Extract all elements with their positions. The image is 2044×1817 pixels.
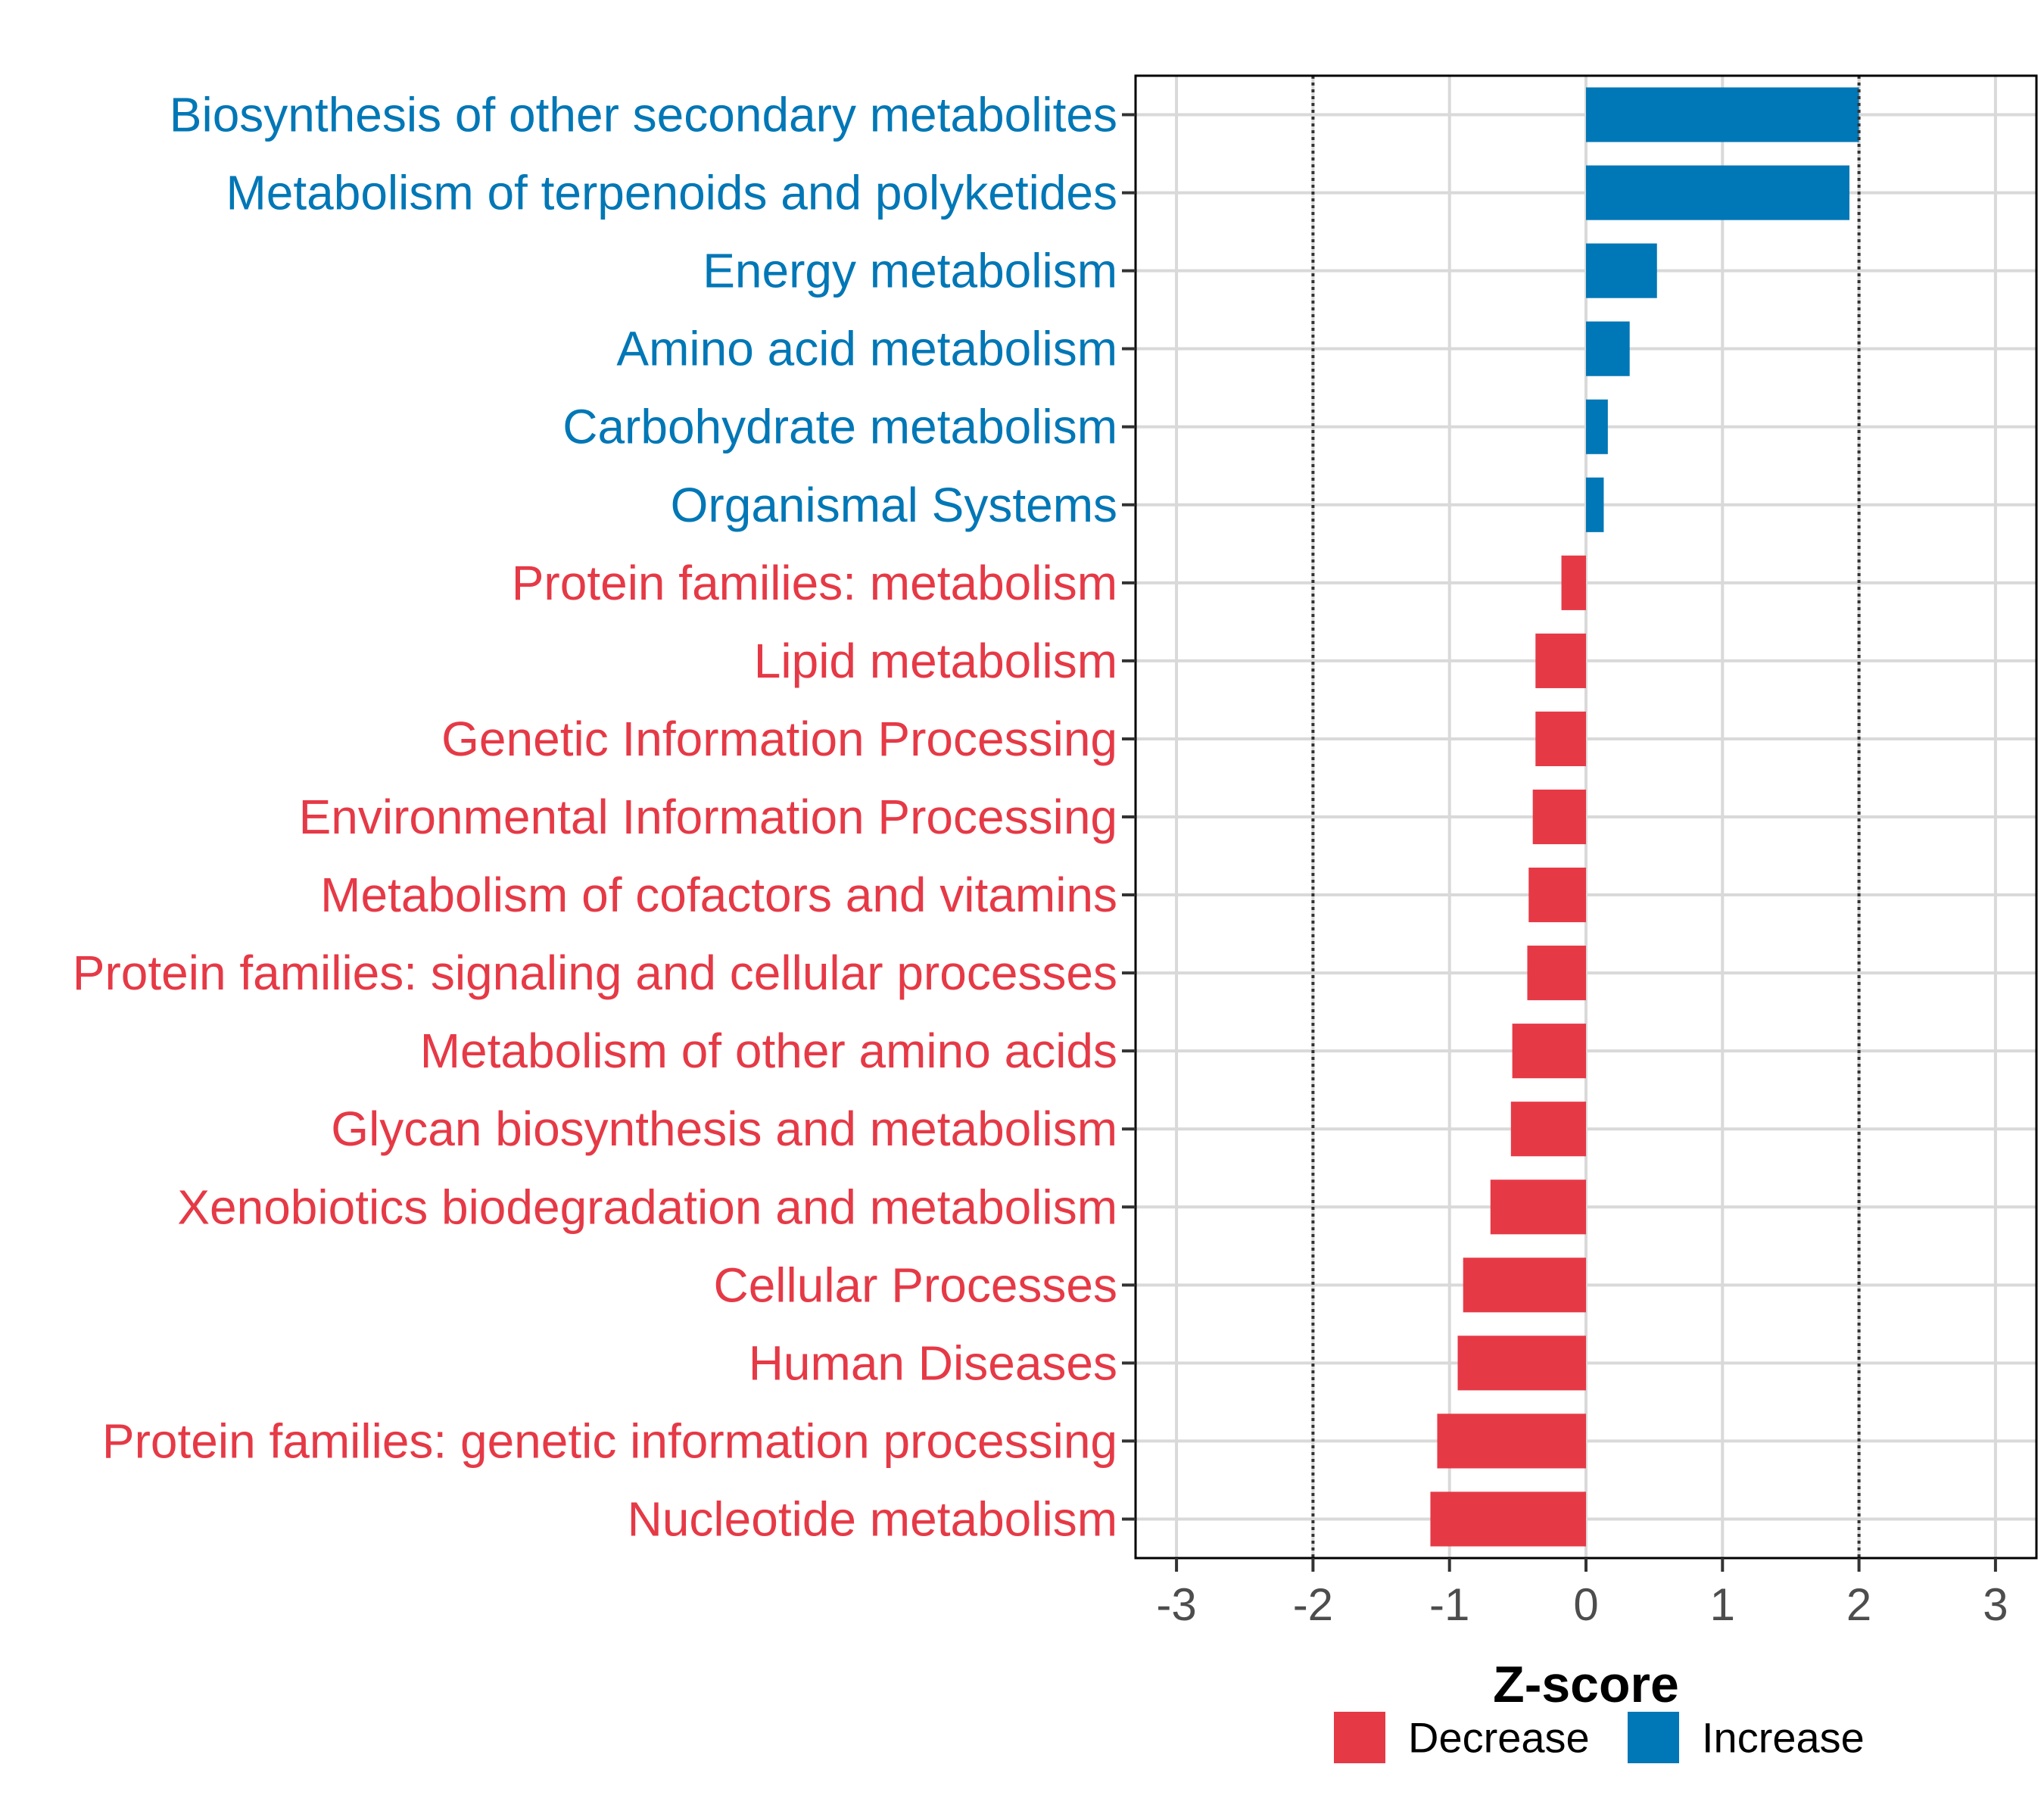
category-label-biosynthesis-of-other-secondary-metabolites: Biosynthesis of other secondary metaboli… — [170, 88, 1117, 142]
bar-xenobiotics-biodegradation-and-metabolism — [1490, 1180, 1586, 1235]
legend-label-increase: Increase — [1702, 1714, 1865, 1762]
legend-label-decrease: Decrease — [1408, 1714, 1590, 1762]
bar-biosynthesis-of-other-secondary-metabolites — [1586, 87, 1859, 142]
x-axis-ticks: -3 -2 -1 0 1 2 3 — [1156, 1558, 2008, 1630]
bar-energy-metabolism — [1586, 243, 1657, 298]
bar-lipid-metabolism — [1535, 633, 1586, 688]
bars — [1430, 87, 1859, 1547]
y-axis-ticks — [1122, 113, 1136, 1521]
legend-swatch-decrease — [1334, 1712, 1385, 1763]
bar-protein-families-metabolism — [1561, 555, 1586, 610]
category-label-organismal-systems: Organismal Systems — [671, 478, 1117, 532]
category-label-metabolism-of-other-amino-acids: Metabolism of other amino acids — [420, 1024, 1117, 1078]
y-axis-labels: Biosynthesis of other secondary metaboli… — [73, 88, 1117, 1547]
category-label-nucleotide-metabolism: Nucleotide metabolism — [628, 1491, 1117, 1546]
category-label-protein-families-metabolism: Protein families: metabolism — [512, 556, 1117, 610]
bar-genetic-information-processing — [1535, 711, 1586, 767]
category-label-xenobiotics-biodegradation-and-metabolism: Xenobiotics biodegradation and metabolis… — [177, 1180, 1117, 1234]
x-tick-label-3: -3 — [1156, 1579, 1196, 1630]
x-tick-label-1: 1 — [1710, 1579, 1735, 1630]
bar-environmental-information-processing — [1532, 789, 1586, 845]
category-label-glycan-biosynthesis-and-metabolism: Glycan biosynthesis and metabolism — [331, 1102, 1117, 1156]
category-label-genetic-information-processing: Genetic Information Processing — [441, 712, 1117, 766]
category-label-cellular-processes: Cellular Processes — [713, 1258, 1117, 1312]
category-label-metabolism-of-terpenoids-and-polyketides: Metabolism of terpenoids and polyketides — [226, 166, 1117, 220]
category-label-lipid-metabolism: Lipid metabolism — [754, 634, 1117, 688]
category-label-protein-families-signaling-and-cellular-processes: Protein families: signaling and cellular… — [73, 946, 1117, 1000]
bar-cellular-processes — [1463, 1258, 1586, 1313]
x-tick-label-3: 3 — [1983, 1579, 2008, 1630]
bar-protein-families-signaling-and-cellular-processes — [1527, 946, 1586, 1001]
bar-organismal-systems — [1586, 477, 1604, 532]
bar-metabolism-of-cofactors-and-vitamins — [1528, 867, 1586, 923]
x-axis-title: Z-score — [1493, 1656, 1679, 1713]
legend-swatch-increase — [1628, 1712, 1679, 1763]
bar-human-diseases — [1457, 1335, 1586, 1391]
bar-metabolism-of-other-amino-acids — [1512, 1024, 1586, 1079]
bar-glycan-biosynthesis-and-metabolism — [1510, 1102, 1586, 1157]
x-tick-label-2: 2 — [1846, 1579, 1871, 1630]
legend: Decrease Increase — [1334, 1712, 1865, 1763]
threshold-lines — [1311, 76, 1861, 1558]
x-tick-label-0: 0 — [1573, 1579, 1598, 1630]
bar-amino-acid-metabolism — [1586, 321, 1630, 376]
category-label-protein-families-genetic-information-processing: Protein families: genetic information pr… — [102, 1413, 1117, 1468]
category-label-amino-acid-metabolism: Amino acid metabolism — [616, 322, 1117, 376]
category-label-human-diseases: Human Diseases — [749, 1335, 1117, 1390]
category-label-carbohydrate-metabolism: Carbohydrate metabolism — [562, 400, 1117, 454]
bar-carbohydrate-metabolism — [1586, 399, 1608, 454]
bar-protein-families-genetic-information-processing — [1437, 1413, 1586, 1469]
x-tick-label-2: -2 — [1293, 1579, 1333, 1630]
bar-nucleotide-metabolism — [1430, 1491, 1586, 1547]
category-label-energy-metabolism: Energy metabolism — [703, 244, 1117, 298]
category-label-metabolism-of-cofactors-and-vitamins: Metabolism of cofactors and vitamins — [320, 868, 1117, 922]
bar-metabolism-of-terpenoids-and-polyketides — [1586, 165, 1849, 220]
category-label-environmental-information-processing: Environmental Information Processing — [299, 790, 1117, 844]
x-tick-label-1: -1 — [1429, 1579, 1469, 1630]
